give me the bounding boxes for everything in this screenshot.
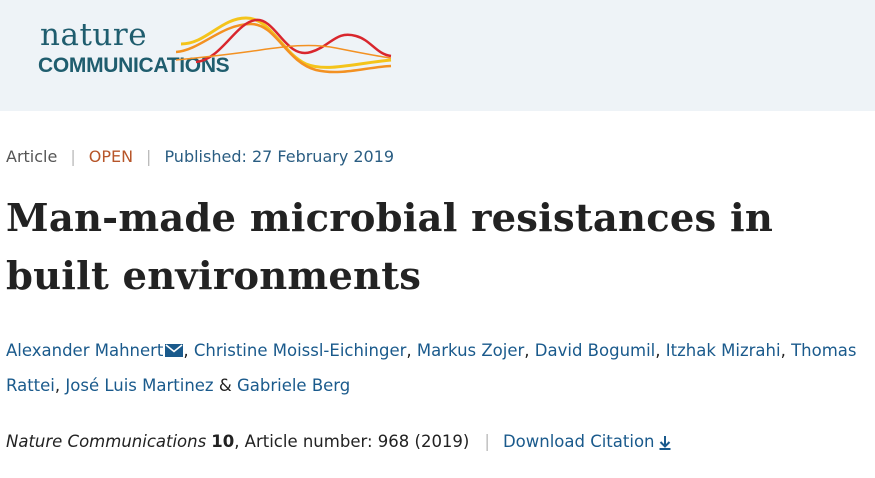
article-meta: Article | OPEN | Published: 27 February … [6, 145, 394, 169]
author-separator: , [780, 341, 792, 360]
download-icon [659, 435, 670, 450]
journal-volume: 10 [211, 432, 235, 451]
author-separator: , [406, 341, 417, 360]
journal-name: Nature Communications [6, 432, 207, 451]
author-list: Alexander Mahnert, Christine Moissl-Eich… [6, 333, 871, 403]
meta-separator: | [70, 147, 76, 166]
author-link[interactable]: Alexander Mahnert [6, 341, 164, 360]
author-link[interactable]: Gabriele Berg [236, 376, 351, 395]
citation-details: , Article number: 968 (2019) [234, 432, 470, 451]
author-separator: & [213, 376, 237, 395]
citation-line: Nature Communications 10 , Article numbe… [6, 428, 671, 456]
logo-wave-icon [176, 16, 392, 74]
author-separator: , [183, 341, 194, 360]
author-link[interactable]: José Luis Martinez [65, 376, 214, 395]
author-link[interactable]: Thomas Rattei [6, 341, 857, 395]
site-header: nature COMMUNICATIONS [0, 0, 875, 111]
nature-communications-logo[interactable]: nature COMMUNICATIONS [36, 12, 396, 84]
author-link[interactable]: Christine Moissl-Eichinger [193, 341, 407, 360]
author-link[interactable]: Markus Zojer [416, 341, 525, 360]
citation-separator: | [484, 432, 490, 451]
author-separator: , [655, 341, 666, 360]
author-separator: , [54, 376, 66, 395]
article-type: Article [6, 147, 58, 166]
article-title: Man-made microbial resistances in built … [6, 196, 774, 299]
logo-word-nature: nature [40, 17, 148, 53]
open-access-badge: OPEN [88, 147, 134, 166]
download-citation-label: Download Citation [502, 432, 655, 451]
author-link[interactable]: Itzhak Mizrahi [665, 341, 781, 360]
meta-separator: | [146, 147, 152, 166]
download-citation-link[interactable]: Download Citation [503, 428, 671, 456]
email-icon[interactable] [165, 344, 184, 357]
author-link[interactable]: David Bogumil [534, 341, 656, 360]
author-separator: , [524, 341, 535, 360]
published-date: Published: 27 February 2019 [164, 147, 395, 166]
